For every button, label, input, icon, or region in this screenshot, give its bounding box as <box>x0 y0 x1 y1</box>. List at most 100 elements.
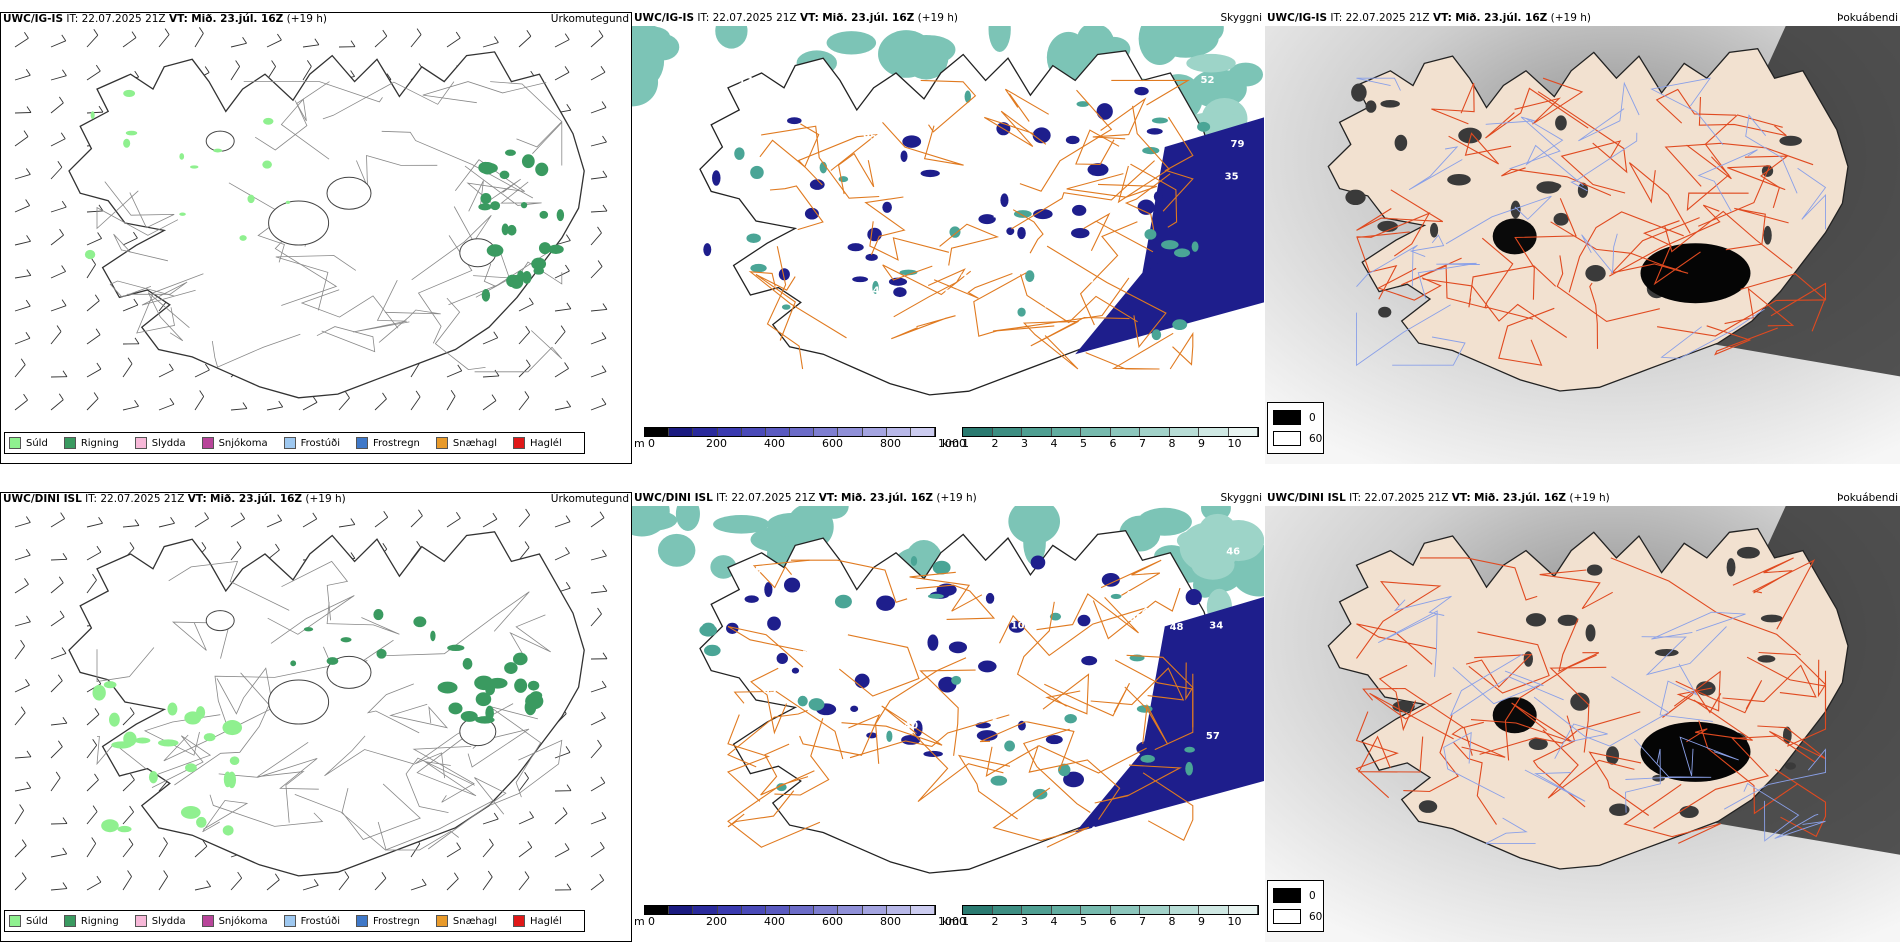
wind-barb <box>302 44 319 48</box>
field-patch <box>1784 762 1797 770</box>
init-time: 22.07.2025 21Z <box>1345 12 1430 24</box>
field-patch <box>927 593 944 599</box>
height-tick: 400 <box>764 437 785 450</box>
wind-barb <box>158 403 175 411</box>
wind-barb <box>374 35 388 48</box>
wind-barb-flag <box>600 65 606 73</box>
field-patch <box>1045 734 1063 745</box>
field-patch <box>852 276 869 283</box>
wind-barb <box>14 205 30 213</box>
wind-barb <box>374 516 388 528</box>
precip-map <box>14 27 608 411</box>
road-line <box>1011 160 1155 230</box>
road-line <box>915 584 996 620</box>
field-patch <box>1032 127 1051 144</box>
road-line <box>1745 114 1798 194</box>
field-patch <box>481 289 491 302</box>
wind-barb <box>122 876 132 891</box>
road-line <box>912 732 1004 803</box>
field-patch <box>948 641 968 654</box>
visibility-tick: 4 <box>1050 437 1058 450</box>
vt-label: VT: <box>1451 492 1471 504</box>
wind-barb-flag <box>25 332 31 339</box>
field-patch <box>1137 199 1155 215</box>
road-line <box>1468 265 1557 308</box>
field-patch <box>1017 307 1026 317</box>
field-patch <box>290 660 297 667</box>
road-line <box>1485 116 1561 170</box>
init-time: 22.07.2025 21Z <box>81 13 166 25</box>
wind-barb-flag <box>242 402 248 409</box>
field-blobs <box>84 89 290 260</box>
panel-header: UWC/IG-IS IT: 22.07.2025 21Z VT: Mið. 23… <box>634 12 958 24</box>
road-line <box>411 206 492 281</box>
field-patch <box>1077 614 1091 627</box>
field-patch <box>222 720 243 736</box>
wind-barb-flag <box>382 29 388 37</box>
road-line <box>316 326 376 353</box>
wind-barb <box>554 368 569 378</box>
wind-barb-flag <box>96 875 102 883</box>
field-patch <box>535 162 549 177</box>
wind-barb-flag <box>97 232 102 239</box>
wind-barb-flag <box>597 739 602 747</box>
wind-barb-flag <box>242 37 247 44</box>
wind-barb <box>122 237 138 246</box>
field-patch <box>504 149 516 156</box>
wind-barb-flag <box>62 716 68 724</box>
wind-barb-flag <box>602 135 607 143</box>
wind-barb <box>14 305 31 312</box>
cloud-base-label: 35 <box>1225 172 1239 183</box>
wind-barb-flag <box>566 784 572 791</box>
wind-barb-flag <box>271 60 276 67</box>
field-patch <box>190 165 199 169</box>
field-patch <box>778 268 790 281</box>
wind-barb-flag <box>528 297 534 305</box>
road-line <box>1356 77 1401 91</box>
road-network <box>1355 557 1827 844</box>
visibility-tick: 4 <box>1050 915 1058 928</box>
it-label: IT: <box>1349 492 1362 504</box>
wind-barb <box>86 34 99 48</box>
cloud-base-label: 55 <box>859 346 873 357</box>
road-line <box>1641 626 1727 676</box>
low-cloud-field <box>1075 117 1264 355</box>
road-line <box>755 274 796 341</box>
cloud-base-label: 47 <box>1142 606 1156 617</box>
wind-barb-flag <box>597 226 602 234</box>
road-line <box>281 560 349 621</box>
wind-barb <box>590 71 606 81</box>
visibility-tick: 1 <box>962 437 969 450</box>
field-patch <box>1110 593 1122 600</box>
field-patch <box>1142 146 1160 155</box>
field-patch <box>179 153 185 160</box>
wind-barb <box>14 522 31 528</box>
wind-barb-flag <box>21 839 27 846</box>
wind-barb <box>122 811 134 825</box>
wind-barb-flag <box>350 518 356 525</box>
legend-label: Frostregn <box>373 915 420 927</box>
wind-barb <box>518 777 529 792</box>
wind-barb-flag <box>61 647 67 654</box>
field-patch <box>910 556 918 566</box>
wind-barb <box>302 66 312 81</box>
legend-swatch <box>435 437 448 449</box>
field-patch <box>1008 506 1061 545</box>
wind-barb <box>446 370 462 378</box>
road-line <box>1420 557 1538 601</box>
wind-barb <box>86 70 101 81</box>
field-patch <box>1033 209 1053 220</box>
road-line <box>1044 683 1130 717</box>
field-patch <box>123 89 136 98</box>
wind-barb-flag <box>493 331 499 338</box>
wind-barb-flag <box>277 33 282 41</box>
field-patch <box>1151 329 1162 341</box>
road-line <box>341 788 494 851</box>
road-line <box>1468 631 1550 694</box>
wind-barb <box>194 886 211 891</box>
field-patch <box>1553 212 1569 226</box>
legend-label: Snjókoma <box>218 437 268 449</box>
it-label: IT: <box>716 492 729 504</box>
road-line <box>1744 155 1790 209</box>
wind-barb <box>410 396 421 411</box>
